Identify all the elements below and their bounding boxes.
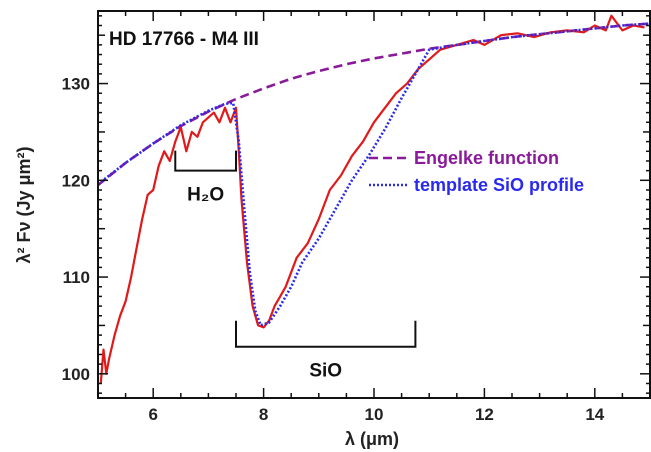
legend-label-0: Engelke function <box>414 148 559 168</box>
annotation-label-0: H₂O <box>187 185 224 206</box>
legend: Engelke function template SiO profile <box>369 148 584 195</box>
x-tick-label: 8 <box>259 405 268 424</box>
y-tick-label: 110 <box>63 268 90 287</box>
axis-ticks: 6 8 10 12 14 100 110 120 130 <box>62 11 651 424</box>
y-tick-label: 120 <box>62 171 90 190</box>
series-line-2 <box>99 14 645 384</box>
annotations: H₂O SiO <box>174 150 417 382</box>
y-axis-label: λ² Fν (Jy μm²) <box>14 146 34 263</box>
chart-title: HD 17766 - M4 III <box>109 29 259 50</box>
plot-lines <box>98 14 650 384</box>
x-tick-label: 6 <box>148 405 157 424</box>
legend-label-1: template SiO profile <box>414 175 584 195</box>
annotation-bracket-1 <box>235 320 417 348</box>
series-line-1 <box>98 22 650 327</box>
x-axis-label: λ (μm) <box>345 429 399 449</box>
annotation-bracket-0 <box>174 150 237 172</box>
plot-frame <box>97 10 651 399</box>
x-tick-label: 10 <box>365 405 384 424</box>
annotation-label-1: SiO <box>309 361 342 382</box>
x-tick-label: 12 <box>475 405 494 424</box>
x-tick-label: 14 <box>585 405 604 424</box>
y-tick-label: 130 <box>62 75 90 94</box>
y-tick-label: 100 <box>62 365 90 384</box>
